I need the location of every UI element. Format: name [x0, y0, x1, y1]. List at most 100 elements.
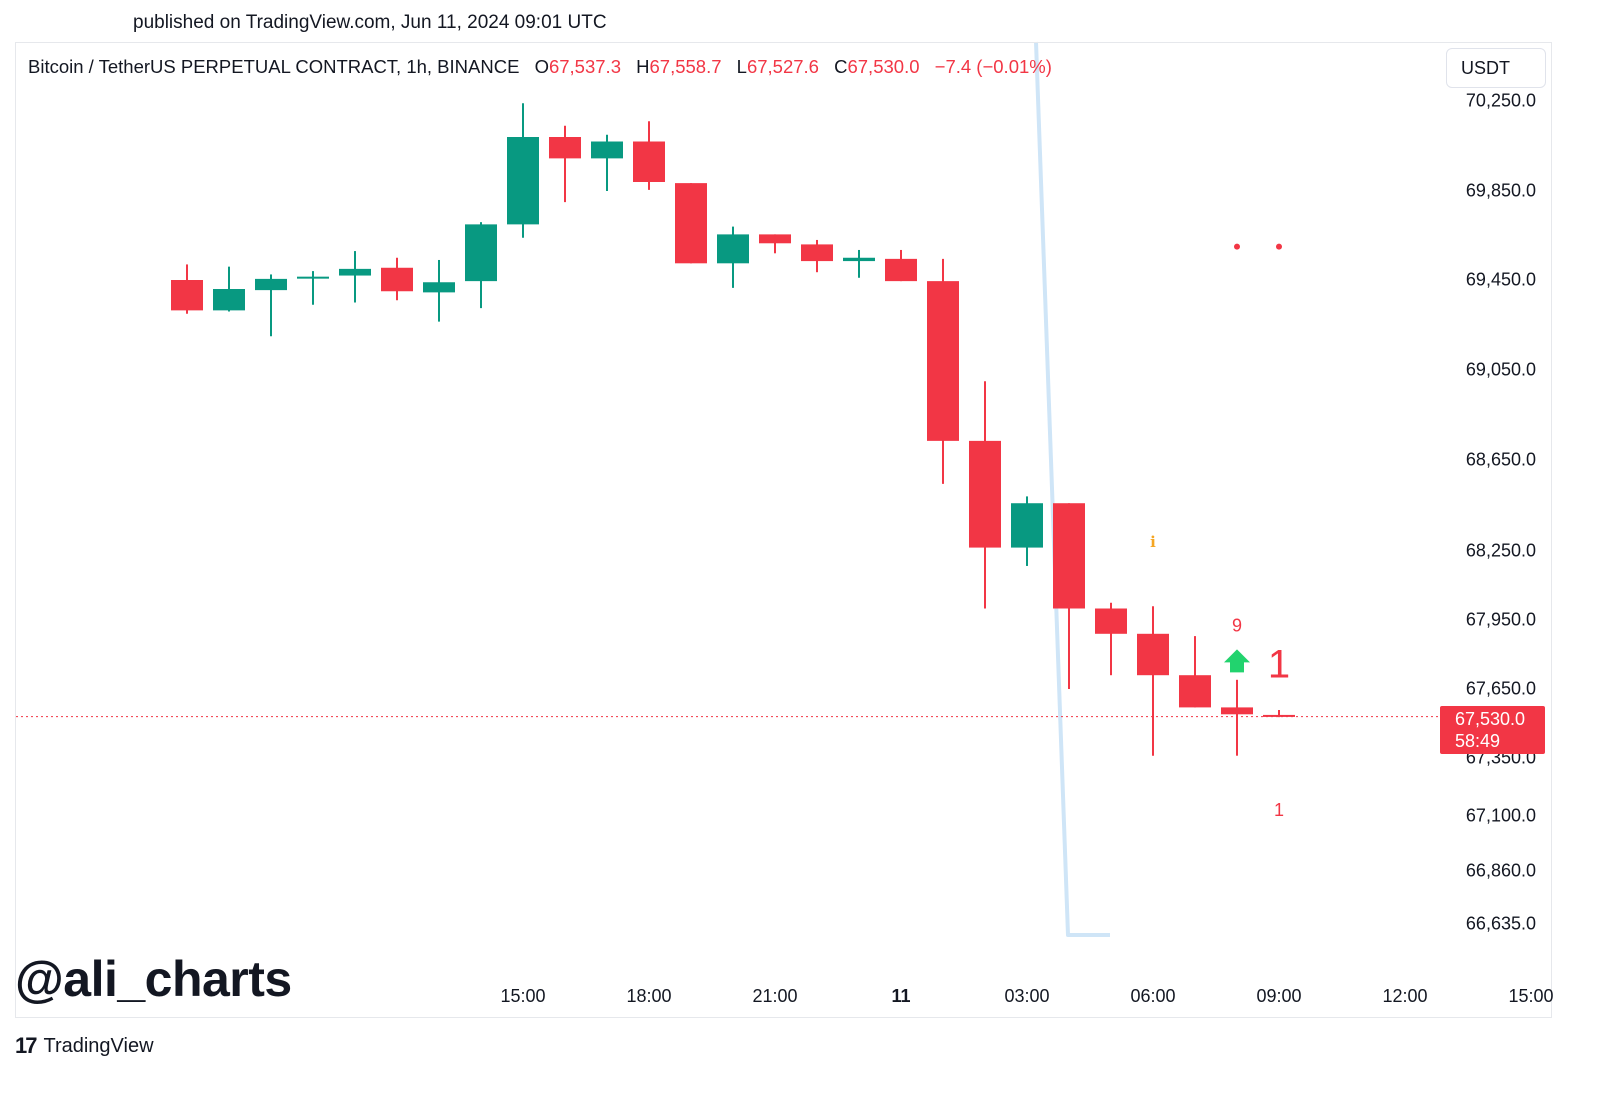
candle-body: [885, 258, 917, 282]
low-label: L: [736, 56, 747, 77]
candle[interactable]: [1221, 679, 1253, 756]
candle-body: [549, 137, 581, 159]
published-caption: published on TradingView.com, Jun 11, 20…: [133, 12, 607, 33]
candle[interactable]: [1053, 503, 1085, 689]
high-value: 67,558.7: [649, 56, 722, 77]
bar-countdown: 58:49: [1455, 731, 1501, 751]
time-axis-label: 15:00: [1508, 986, 1554, 1006]
price-axis-label: 66,860.0: [1465, 860, 1536, 881]
trendline-path[interactable]: [1034, 41, 1110, 937]
low-value: 67,527.6: [746, 56, 819, 77]
candle-body: [759, 234, 791, 244]
candle[interactable]: [465, 222, 497, 309]
close-value: 67,530.0: [847, 56, 920, 77]
open-value: 67,537.3: [548, 56, 621, 77]
candle-body: [633, 141, 665, 182]
price-axis-label: 67,650.0: [1465, 678, 1536, 699]
candle-body: [339, 268, 371, 276]
candle[interactable]: [255, 274, 287, 337]
tradingview-logo[interactable]: 17 TradingView: [15, 1033, 154, 1059]
signal-dot: [1234, 243, 1240, 250]
buy-arrow-icon: [1224, 649, 1250, 673]
price-axis-label: 69,450.0: [1465, 269, 1536, 290]
candle[interactable]: [801, 239, 833, 273]
candles-layer: [171, 103, 1295, 756]
candle[interactable]: [591, 134, 623, 191]
price-axis-label: 70,250.0: [1465, 90, 1536, 111]
time-axis-label: 12:00: [1382, 986, 1428, 1006]
sequence-count-label: 9: [1232, 616, 1242, 636]
candle-body: [1095, 608, 1127, 634]
currency-button[interactable]: USDT: [1446, 48, 1546, 88]
time-axis-label: 21:00: [752, 986, 798, 1006]
candle[interactable]: [843, 249, 875, 278]
candle[interactable]: [927, 258, 959, 484]
trendline-drawing[interactable]: [1034, 41, 1110, 937]
candle[interactable]: [1179, 636, 1211, 708]
candle[interactable]: [759, 234, 791, 254]
candle-body: [1053, 503, 1085, 609]
candle-body: [507, 137, 539, 225]
time-axis-label: 03:00: [1004, 986, 1050, 1006]
candle-body: [675, 183, 707, 264]
close-label: C: [834, 56, 848, 77]
author-watermark: @ali_charts: [15, 951, 292, 1007]
sequence-count-label-large: 1: [1268, 643, 1290, 687]
price-axis-label: 69,850.0: [1465, 180, 1536, 201]
candle-body: [255, 278, 287, 291]
candle[interactable]: [171, 264, 203, 314]
current-price-value: 67,530.0: [1455, 709, 1526, 729]
candle[interactable]: [213, 266, 245, 312]
tradingview-logo-text: TradingView: [43, 1034, 154, 1057]
open-label: O: [534, 56, 549, 77]
current-price-tag: 67,530.0 58:49: [1440, 706, 1545, 754]
indicator-markers: i 9 1 1: [1150, 243, 1290, 820]
candle-body: [213, 289, 245, 311]
candle[interactable]: [1263, 709, 1295, 718]
sequence-count-label: 1: [1274, 800, 1284, 820]
candle[interactable]: [885, 249, 917, 282]
chart-frame: [15, 42, 1552, 1018]
candle-body: [843, 257, 875, 262]
candle[interactable]: [381, 257, 413, 301]
candle[interactable]: [339, 251, 371, 303]
candle-body: [465, 224, 497, 282]
time-axis-label: 09:00: [1256, 986, 1302, 1006]
candle-body: [927, 281, 959, 441]
candle-body: [717, 234, 749, 264]
candle-body: [297, 276, 329, 279]
candle[interactable]: [423, 259, 455, 322]
candle-body: [1221, 707, 1253, 715]
candle[interactable]: [549, 125, 581, 203]
time-axis-label: 06:00: [1130, 986, 1176, 1006]
candle[interactable]: [675, 183, 707, 264]
candle-body: [1263, 714, 1295, 717]
candle-body: [801, 244, 833, 262]
change-value: −7.4 (−0.01%): [934, 56, 1052, 77]
symbol-legend[interactable]: Bitcoin / TetherUS PERPETUAL CONTRACT, 1…: [28, 56, 1052, 78]
candle[interactable]: [969, 381, 1001, 609]
candle[interactable]: [717, 226, 749, 288]
candle-body: [1179, 675, 1211, 708]
info-icon[interactable]: i: [1150, 533, 1156, 551]
candle[interactable]: [297, 271, 329, 305]
candle-body: [171, 280, 203, 311]
candle-body: [1137, 633, 1169, 676]
candle[interactable]: [1011, 496, 1043, 566]
candle[interactable]: [1095, 602, 1127, 676]
candle[interactable]: [507, 103, 539, 238]
tradingview-logo-icon: 17: [15, 1033, 38, 1058]
signal-dot: [1276, 243, 1282, 250]
candle[interactable]: [633, 121, 665, 190]
price-axis-label: 69,050.0: [1465, 359, 1536, 380]
price-axis-label: 67,100.0: [1465, 805, 1536, 826]
candle-body: [381, 267, 413, 292]
candle-body: [1011, 503, 1043, 548]
high-label: H: [636, 56, 650, 77]
time-axis-label: 18:00: [626, 986, 672, 1006]
candle[interactable]: [1137, 606, 1169, 756]
price-axis-label: 68,250.0: [1465, 540, 1536, 561]
symbol-title[interactable]: Bitcoin / TetherUS PERPETUAL CONTRACT, 1…: [28, 56, 520, 77]
price-axis-label: 67,950.0: [1465, 609, 1536, 630]
